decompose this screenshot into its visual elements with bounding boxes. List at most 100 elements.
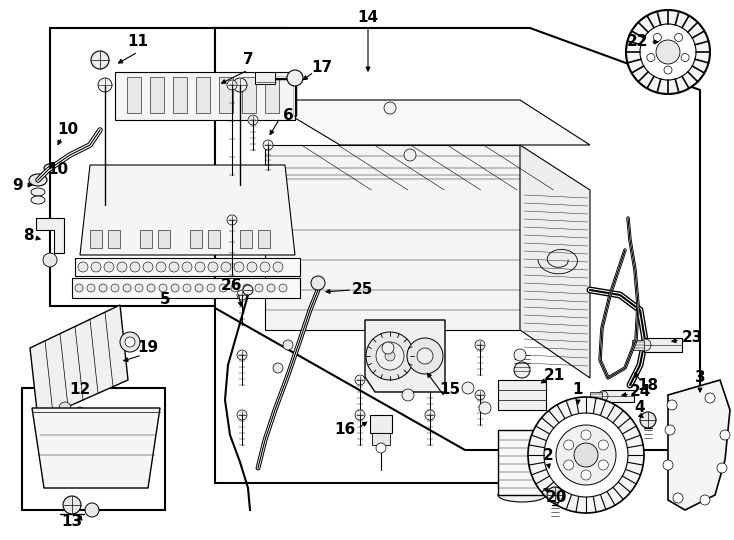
Polygon shape <box>80 165 295 255</box>
Ellipse shape <box>332 194 354 206</box>
Bar <box>115 72 295 120</box>
Circle shape <box>581 470 591 480</box>
Circle shape <box>311 276 325 290</box>
Ellipse shape <box>540 368 550 373</box>
Circle shape <box>681 53 689 62</box>
Circle shape <box>640 412 656 428</box>
Circle shape <box>231 284 239 292</box>
Circle shape <box>425 410 435 420</box>
Text: 20: 20 <box>545 490 567 505</box>
Ellipse shape <box>324 191 362 209</box>
Text: 1: 1 <box>573 382 584 397</box>
Circle shape <box>273 363 283 373</box>
Circle shape <box>91 51 109 69</box>
Bar <box>219 77 233 113</box>
Text: 11: 11 <box>128 35 148 50</box>
Circle shape <box>263 140 273 150</box>
Text: 3: 3 <box>694 370 705 386</box>
Circle shape <box>75 284 83 292</box>
Text: 14: 14 <box>357 10 379 25</box>
Bar <box>498 430 546 495</box>
Circle shape <box>267 284 275 292</box>
Circle shape <box>85 503 99 517</box>
Text: 13: 13 <box>62 515 82 530</box>
Circle shape <box>547 487 563 503</box>
Ellipse shape <box>498 374 546 386</box>
Ellipse shape <box>317 103 333 113</box>
Ellipse shape <box>354 152 366 158</box>
Ellipse shape <box>448 194 470 206</box>
Circle shape <box>598 460 608 470</box>
Text: 4: 4 <box>635 401 645 415</box>
Circle shape <box>237 290 247 300</box>
Circle shape <box>720 430 730 440</box>
Polygon shape <box>265 145 520 330</box>
Polygon shape <box>265 100 590 145</box>
Circle shape <box>59 402 71 414</box>
Circle shape <box>195 262 205 272</box>
Polygon shape <box>32 408 160 488</box>
Bar <box>590 392 602 400</box>
Text: 9: 9 <box>12 178 23 192</box>
Circle shape <box>63 496 81 514</box>
Circle shape <box>98 78 112 92</box>
Text: 18: 18 <box>637 377 658 393</box>
Circle shape <box>208 262 218 272</box>
Circle shape <box>283 340 293 350</box>
Text: 10: 10 <box>57 123 79 138</box>
Bar <box>90 230 102 248</box>
Bar <box>50 28 288 306</box>
Circle shape <box>462 382 474 394</box>
Circle shape <box>120 332 140 352</box>
Ellipse shape <box>303 392 313 398</box>
Circle shape <box>237 410 247 420</box>
Circle shape <box>626 10 710 94</box>
Ellipse shape <box>31 196 45 204</box>
Circle shape <box>130 262 140 272</box>
Circle shape <box>143 262 153 272</box>
Bar <box>150 77 164 113</box>
Circle shape <box>598 391 608 401</box>
Circle shape <box>227 215 237 225</box>
Circle shape <box>425 375 435 385</box>
Ellipse shape <box>498 488 546 502</box>
Ellipse shape <box>440 191 478 209</box>
Ellipse shape <box>429 347 440 353</box>
Circle shape <box>147 284 155 292</box>
Polygon shape <box>668 380 730 510</box>
Bar <box>498 380 546 410</box>
Circle shape <box>273 262 283 272</box>
Polygon shape <box>365 320 445 392</box>
Text: 6: 6 <box>283 107 294 123</box>
Circle shape <box>104 262 114 272</box>
Text: 22: 22 <box>628 35 649 50</box>
Circle shape <box>404 149 416 161</box>
Circle shape <box>564 440 574 450</box>
Circle shape <box>574 443 598 467</box>
Circle shape <box>663 460 673 470</box>
Polygon shape <box>30 305 128 420</box>
Bar <box>158 230 170 248</box>
Text: 2: 2 <box>542 448 553 462</box>
Ellipse shape <box>450 103 466 113</box>
Circle shape <box>78 262 88 272</box>
Circle shape <box>528 397 644 513</box>
Text: 5: 5 <box>160 293 170 307</box>
Ellipse shape <box>498 423 546 437</box>
Text: 12: 12 <box>70 382 90 397</box>
Circle shape <box>402 389 414 401</box>
Bar <box>372 433 390 445</box>
Circle shape <box>475 340 485 350</box>
Circle shape <box>91 262 101 272</box>
Ellipse shape <box>51 138 65 148</box>
Circle shape <box>207 284 215 292</box>
Circle shape <box>667 400 677 410</box>
Circle shape <box>243 284 251 292</box>
Bar <box>215 28 530 483</box>
Circle shape <box>43 253 57 267</box>
Text: 21: 21 <box>543 368 564 382</box>
Circle shape <box>123 284 131 292</box>
Circle shape <box>385 351 395 361</box>
Circle shape <box>705 393 715 403</box>
Circle shape <box>169 262 179 272</box>
